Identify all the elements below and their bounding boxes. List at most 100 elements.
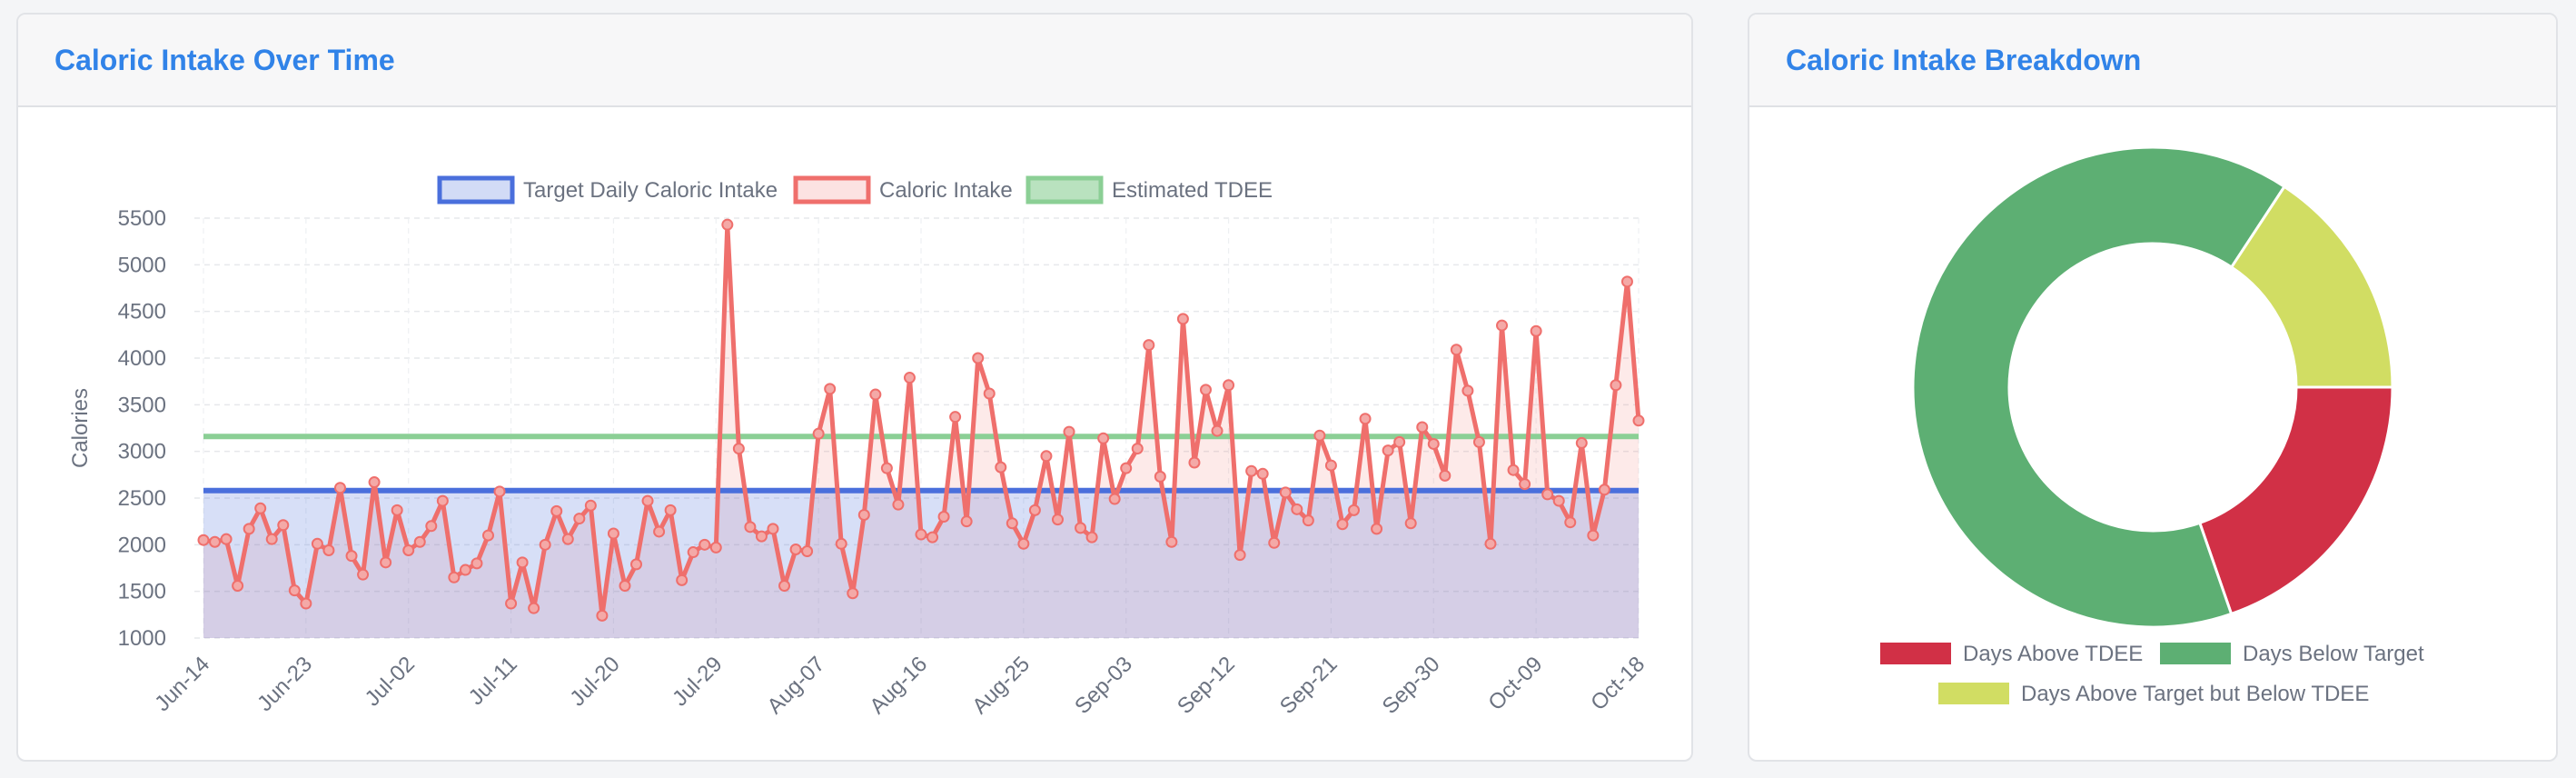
data-point <box>413 535 426 548</box>
data-point <box>209 535 222 548</box>
data-point <box>288 584 301 597</box>
legend-swatch <box>437 175 515 204</box>
x-tick-label: Jun-23 <box>253 652 317 716</box>
data-point <box>220 533 233 545</box>
data-point <box>584 499 597 512</box>
data-point <box>653 525 666 538</box>
data-point <box>619 580 631 593</box>
data-point <box>869 388 882 401</box>
data-point <box>1348 504 1361 516</box>
y-tick-label: 5500 <box>118 206 166 231</box>
data-point <box>664 504 677 516</box>
data-point <box>573 513 586 525</box>
data-point <box>1256 467 1269 480</box>
caloric-intake-over-time-card: Caloric Intake Over Time <box>16 13 1693 762</box>
data-point <box>1336 518 1349 531</box>
data-point <box>1291 503 1303 515</box>
legend-label: Target Daily Caloric Intake <box>523 178 778 203</box>
data-point <box>596 609 609 622</box>
x-tick-label: Sep-30 <box>1378 652 1445 719</box>
data-point <box>1541 488 1554 501</box>
data-point <box>995 461 1007 474</box>
data-point <box>1188 456 1201 469</box>
data-point <box>425 520 438 533</box>
data-point <box>436 494 449 507</box>
data-point <box>835 537 847 550</box>
data-point <box>1393 435 1406 448</box>
data-point <box>1484 537 1497 550</box>
data-point <box>1120 462 1133 474</box>
data-point <box>1632 414 1645 427</box>
data-point <box>767 523 779 535</box>
data-point <box>1507 464 1520 476</box>
data-point <box>505 597 518 610</box>
caloric-intake-area <box>203 224 1639 638</box>
data-point <box>1063 425 1075 438</box>
data-point <box>1097 432 1110 444</box>
card-header: Caloric Intake Breakdown <box>1749 15 2556 107</box>
data-point <box>744 521 757 534</box>
y-tick-label: 2500 <box>118 486 166 511</box>
data-point <box>232 580 244 593</box>
data-point <box>1199 384 1212 396</box>
x-tick-label: Sep-21 <box>1275 652 1342 719</box>
data-point <box>824 383 837 395</box>
x-tick-label: Jul-29 <box>668 652 727 711</box>
data-point <box>732 443 745 455</box>
data-point <box>448 571 461 584</box>
data-point <box>1404 517 1417 530</box>
data-point <box>709 541 722 554</box>
data-point <box>516 556 529 569</box>
data-point <box>1587 529 1600 542</box>
data-point <box>539 538 551 551</box>
data-point <box>1416 421 1429 434</box>
y-tick-label: 5000 <box>118 253 166 277</box>
data-point <box>265 533 278 545</box>
data-point <box>1610 379 1622 392</box>
legend-swatch <box>793 175 871 204</box>
data-point <box>300 597 312 610</box>
data-point <box>1472 435 1485 448</box>
data-point <box>254 502 267 514</box>
y-tick-label: 1500 <box>118 580 166 604</box>
legend-label: Days Above Target but Below TDEE <box>2021 682 2369 706</box>
data-point <box>1165 535 1178 548</box>
data-point <box>1040 450 1053 463</box>
data-point <box>345 550 358 563</box>
line-chart-title: Caloric Intake Over Time <box>54 43 395 76</box>
data-point <box>847 587 859 600</box>
data-point <box>1450 344 1462 356</box>
data-point <box>721 218 734 231</box>
data-point <box>1461 384 1474 397</box>
data-point <box>1268 536 1281 549</box>
card-header: Caloric Intake Over Time <box>18 15 1691 107</box>
data-point <box>1028 504 1041 516</box>
data-point <box>880 462 893 474</box>
data-point <box>493 485 506 498</box>
data-point <box>1245 464 1258 477</box>
data-point <box>243 523 255 535</box>
data-point <box>481 529 494 542</box>
data-point <box>1552 494 1565 507</box>
y-axis-label: Calories <box>68 388 93 468</box>
x-tick-label: Jul-11 <box>464 652 522 710</box>
data-point <box>960 515 973 528</box>
doughnut-slice <box>2197 385 2394 616</box>
legend-swatch <box>1880 643 1951 664</box>
data-point <box>630 558 643 571</box>
x-tick-label: Oct-18 <box>1586 652 1650 715</box>
data-point <box>561 533 574 545</box>
data-point <box>1427 437 1440 450</box>
x-tick-label: Aug-07 <box>763 652 830 719</box>
y-tick-label: 3000 <box>118 440 166 464</box>
y-tick-label: 1000 <box>118 626 166 651</box>
data-point <box>311 537 323 550</box>
data-point <box>755 530 768 543</box>
data-point <box>915 528 927 541</box>
doughnut-slice <box>1911 145 2287 629</box>
data-point <box>1154 470 1166 483</box>
data-point <box>1234 549 1246 562</box>
data-point <box>1131 443 1144 455</box>
legend-label: Estimated TDEE <box>1112 178 1273 203</box>
